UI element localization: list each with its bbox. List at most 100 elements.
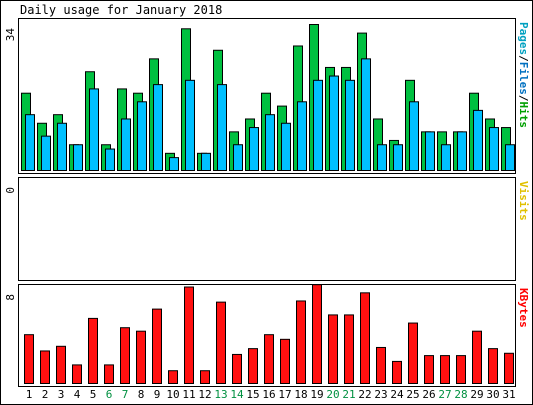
bar-kbytes [168,370,178,384]
bar-kbytes [40,350,50,385]
bar-kbytes [56,345,66,384]
series-label-visits: Visits [517,181,530,221]
bar-files [393,144,403,171]
bar-kbytes [376,346,386,384]
bar-files [121,118,131,171]
chart-title: Daily usage for January 2018 [20,3,222,17]
bar-files [89,88,99,171]
bar-files [313,79,323,171]
x-tick-label: 15 [246,388,259,401]
bar-files [361,58,371,171]
x-tick-label: 31 [502,388,515,401]
bar-files [441,144,451,171]
bar-kbytes [136,330,146,384]
x-tick-label: 7 [122,388,129,401]
bar-kbytes [24,334,34,384]
x-tick-label: 25 [406,388,419,401]
x-tick-label: 3 [58,388,65,401]
bar-kbytes [424,355,434,385]
bar-files [57,122,67,172]
series-label-kbytes: KBytes [517,288,530,328]
bar-kbytes [328,314,338,385]
bar-kbytes [232,353,242,384]
x-tick-label: 8 [138,388,145,401]
bar-kbytes [200,370,210,384]
bar-kbytes [392,360,402,385]
x-tick-label: 26 [422,388,435,401]
x-tick-label: 19 [310,388,323,401]
series-label-part: / [517,95,530,102]
bar-kbytes [344,314,354,385]
bar-files [73,144,83,171]
bar-kbytes [408,322,418,384]
bar-kbytes [120,327,130,385]
panel-frame-visits [18,177,516,281]
bar-files [105,148,115,172]
bar-files [153,84,163,171]
x-tick-label: 29 [470,388,483,401]
series-label-part: Hits [517,102,530,129]
y-max-label-kbytes: 8 [4,294,17,301]
bar-files [137,101,147,171]
bar-kbytes [488,348,498,384]
bar-files [377,144,387,171]
x-tick-label: 10 [166,388,179,401]
y-max-label-visits: 0 [4,187,17,194]
bar-kbytes [280,338,290,385]
x-tick-label: 22 [358,388,371,401]
bar-kbytes [216,301,226,384]
bar-files [185,79,195,171]
bar-files [329,75,339,171]
x-tick-label: 21 [342,388,355,401]
bar-kbytes [504,352,514,384]
x-tick-label: 12 [198,388,211,401]
bar-kbytes [264,334,274,384]
bar-files [169,157,179,171]
bar-files [409,101,419,171]
bar-kbytes [72,364,82,384]
x-tick-label: 18 [294,388,307,401]
x-tick-label: 23 [374,388,387,401]
x-tick-label: 20 [326,388,339,401]
bar-files [425,131,435,171]
series-label-part: Files [517,62,530,95]
bar-files [249,127,259,171]
bar-kbytes [360,292,370,385]
y-max-label-hits_files: 34 [4,28,17,42]
bar-files [265,114,275,171]
series-label-part: / [517,55,530,62]
bar-files [473,109,483,171]
bar-kbytes [248,348,258,384]
bar-kbytes [296,300,306,384]
bar-kbytes [152,308,162,385]
bar-files [489,127,499,171]
x-tick-label: 9 [154,388,161,401]
bar-files [457,131,467,171]
x-tick-label: 30 [486,388,499,401]
x-tick-label: 2 [42,388,49,401]
series-label-part: KBytes [517,288,530,328]
bar-kbytes [88,317,98,384]
bar-files [201,152,211,172]
bar-files [25,114,35,171]
bar-files [505,144,515,171]
x-tick-label: 1 [26,388,33,401]
bar-files [281,122,291,172]
series-label-hits_files: Pages/Files/Hits [517,22,530,128]
x-tick-label: 5 [90,388,97,401]
bar-files [233,144,243,171]
series-label-part: Pages [517,22,530,55]
x-tick-label: 13 [214,388,227,401]
bar-files [297,101,307,171]
x-tick-label: 14 [230,388,244,401]
bar-kbytes [456,355,466,385]
x-tick-label: 27 [438,388,451,401]
bar-kbytes [440,355,450,385]
bar-files [345,79,355,171]
series-label-part: Visits [517,181,530,221]
x-tick-label: 16 [262,388,275,401]
bar-kbytes [104,364,114,384]
x-tick-label: 17 [278,388,291,401]
